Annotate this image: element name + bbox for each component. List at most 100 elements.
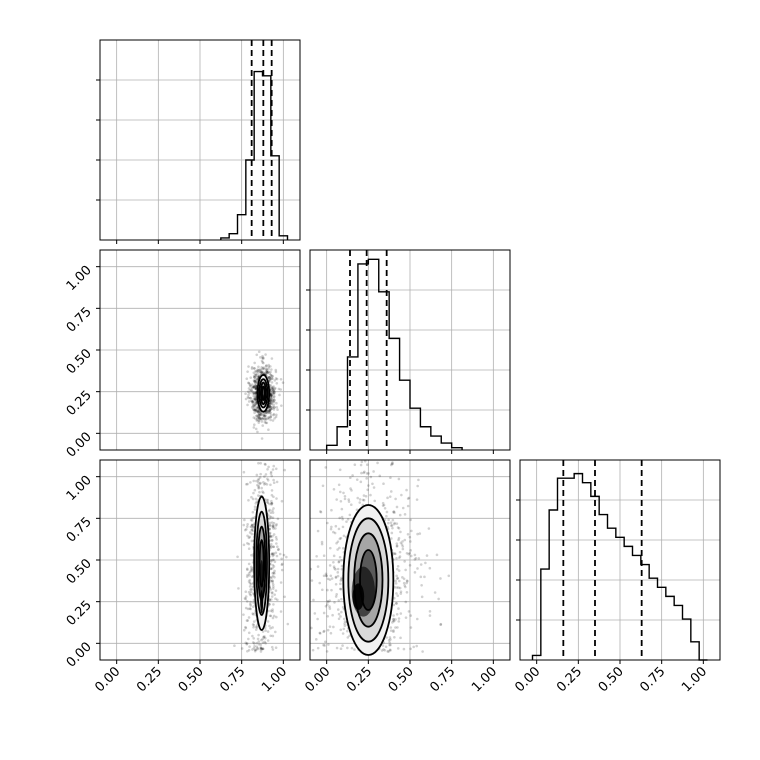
scatter-point	[314, 638, 318, 641]
scatter-point	[263, 475, 266, 478]
scatter-point	[247, 393, 250, 397]
scatter-point	[398, 550, 402, 554]
scatter-point	[252, 525, 255, 529]
scatter-point	[252, 392, 256, 395]
scatter-point	[271, 390, 275, 394]
scatter-point	[312, 598, 315, 602]
scatter-point	[263, 640, 267, 644]
scatter-point	[339, 536, 343, 540]
scatter-point	[397, 526, 401, 530]
scatter-point	[270, 401, 274, 404]
scatter-point	[257, 365, 260, 369]
scatter-point	[272, 389, 276, 393]
scatter-point	[271, 524, 274, 528]
scatter-point	[246, 370, 249, 373]
scatter-point	[269, 407, 273, 411]
scatter-point	[395, 522, 399, 525]
scatter-point	[338, 468, 342, 472]
scatter-point	[252, 408, 255, 412]
scatter-point	[345, 629, 349, 633]
scatter-point	[250, 386, 254, 390]
scatter-point	[260, 437, 264, 440]
scatter-point	[255, 418, 259, 421]
scatter-point	[253, 403, 256, 407]
scatter-point	[258, 482, 262, 485]
scatter-point	[275, 538, 278, 541]
scatter-point	[254, 377, 258, 381]
scatter-point	[250, 568, 254, 572]
scatter-point	[273, 390, 277, 394]
scatter-point	[253, 417, 257, 420]
histogram-bar	[541, 569, 549, 660]
scatter-point	[367, 484, 370, 487]
scatter-point	[269, 415, 272, 419]
scatter-point	[251, 623, 255, 626]
scatter-point	[420, 595, 424, 599]
scatter-point	[248, 585, 252, 588]
scatter-point	[270, 645, 274, 649]
scatter-point	[264, 473, 268, 476]
scatter-point	[261, 637, 264, 641]
scatter-point	[391, 462, 394, 466]
scatter-point	[276, 548, 280, 552]
scatter-point	[256, 416, 259, 420]
scatter-point	[247, 648, 251, 652]
scatter-point	[407, 610, 411, 613]
scatter-point	[252, 407, 255, 411]
scatter-point	[248, 570, 252, 574]
scatter-point	[252, 426, 256, 429]
scatter-point	[275, 497, 278, 500]
scatter-point	[401, 545, 405, 548]
scatter-point	[268, 401, 272, 405]
scatter-point	[259, 368, 262, 372]
scatter-point	[259, 413, 262, 417]
scatter-point	[248, 607, 252, 610]
scatter-point	[268, 378, 272, 382]
scatter-point	[346, 517, 350, 521]
scatter-point	[269, 579, 273, 582]
histogram-bar	[431, 436, 441, 450]
scatter-point	[266, 410, 269, 413]
scatter-point	[264, 463, 267, 466]
scatter-point	[257, 484, 260, 488]
scatter-point	[268, 409, 272, 412]
scatter-point	[252, 479, 256, 483]
scatter-point	[419, 563, 423, 566]
scatter-point	[252, 374, 256, 378]
scatter-point	[258, 413, 261, 417]
scatter-point	[272, 481, 276, 485]
scatter-point	[395, 544, 399, 548]
scatter-point	[405, 551, 409, 555]
scatter-point	[263, 635, 266, 638]
scatter-point	[337, 612, 341, 616]
histogram-bar	[229, 234, 237, 240]
y-tick-label: 0.75	[64, 515, 95, 546]
scatter-point	[336, 548, 339, 551]
scatter-point	[268, 614, 272, 618]
scatter-point	[245, 377, 249, 380]
scatter-point	[278, 393, 281, 397]
scatter-point	[399, 541, 403, 545]
scatter-point	[277, 547, 280, 551]
scatter-point	[348, 634, 351, 637]
scatter-point	[318, 632, 322, 635]
scatter-point	[270, 592, 274, 595]
scatter-point	[249, 593, 253, 597]
scatter-point	[337, 483, 341, 487]
scatter-point	[273, 395, 276, 398]
contour-line	[353, 532, 384, 628]
scatter-point	[343, 624, 347, 628]
scatter-point	[268, 521, 272, 525]
scatter-point	[385, 514, 388, 518]
scatter-point	[261, 354, 264, 358]
scatter-point	[326, 521, 329, 525]
scatter-point	[245, 575, 249, 578]
scatter-point	[404, 616, 408, 619]
scatter-point	[256, 370, 260, 373]
scatter-point	[248, 578, 252, 582]
scatter-point	[269, 576, 272, 579]
scatter-point	[384, 645, 388, 649]
scatter-point	[397, 536, 401, 540]
scatter-point	[236, 555, 239, 559]
scatter-point	[257, 350, 261, 354]
